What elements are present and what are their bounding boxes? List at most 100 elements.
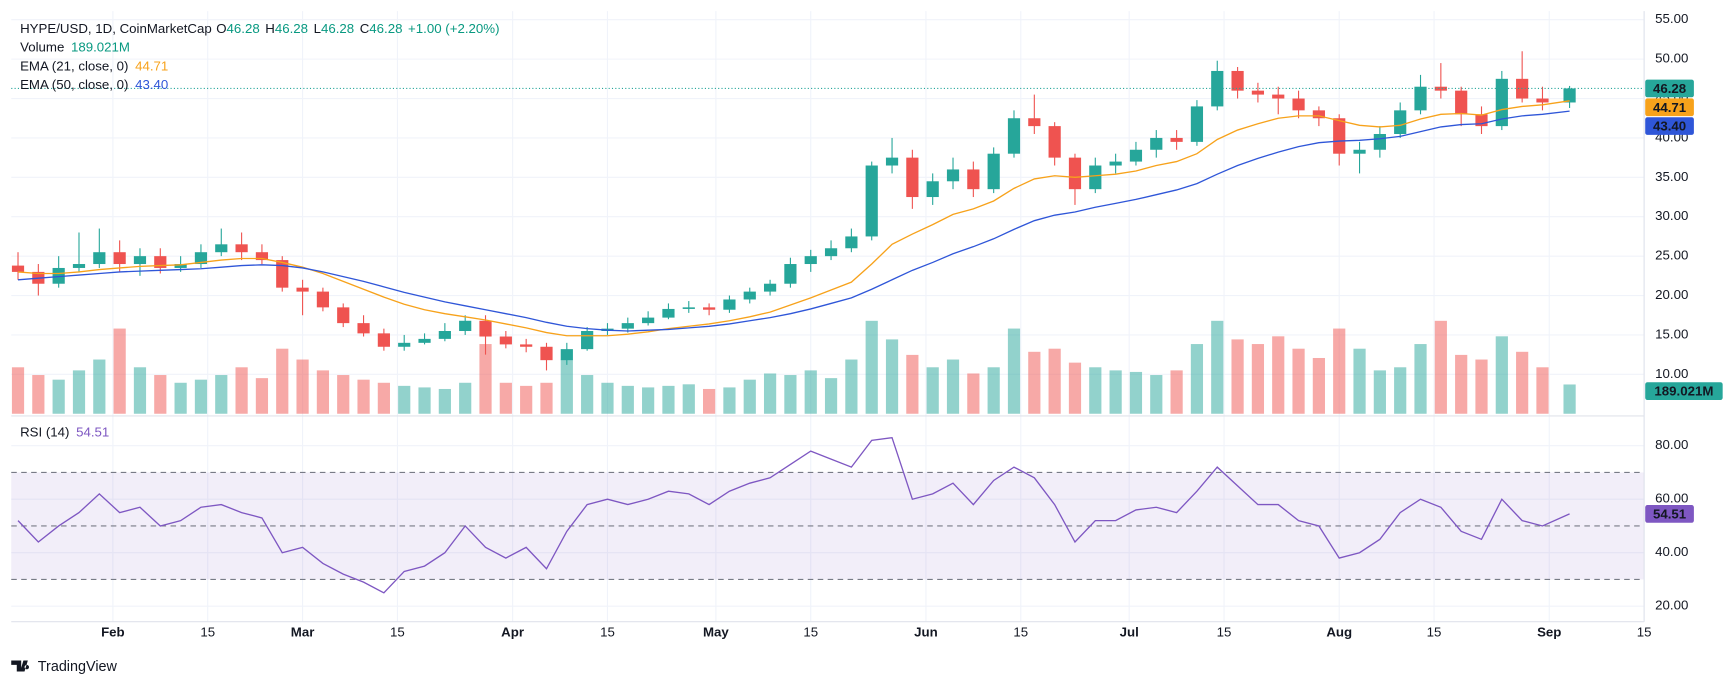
- x-tick-label: Jun: [914, 624, 938, 639]
- volume-bar: [133, 367, 147, 414]
- volume-bar: [1455, 354, 1468, 414]
- volume-bar: [1007, 328, 1021, 414]
- price-badge-label: 43.40: [1653, 119, 1686, 134]
- y-tick-label: 30.00: [1655, 208, 1688, 223]
- x-tick-label: Apr: [501, 624, 524, 639]
- candle-body: [967, 169, 980, 190]
- candle-body: [398, 342, 411, 347]
- volume-bar: [987, 367, 1000, 414]
- volume-bar: [1373, 370, 1386, 414]
- volume-badge-label: 189.021M: [1654, 384, 1713, 399]
- change: +1.00 (+2.20%): [408, 20, 499, 35]
- volume-bar: [1272, 336, 1285, 414]
- rsi-badge-label: 54.51: [1653, 507, 1687, 522]
- quote-key: L: [314, 20, 321, 35]
- candle-body: [642, 317, 655, 324]
- volume-bar: [560, 359, 573, 414]
- brand: TradingView: [38, 659, 118, 675]
- volume-bar: [11, 367, 25, 414]
- volume-bar: [337, 375, 350, 414]
- y-tick-label: 55.00: [1655, 11, 1688, 26]
- volume-bar: [479, 344, 492, 414]
- candle-body: [1495, 78, 1508, 127]
- candle-body: [906, 157, 919, 198]
- x-tick-label: 15: [1217, 624, 1232, 639]
- volume-bar: [723, 387, 736, 414]
- volume-bar: [1048, 348, 1061, 414]
- volume-bar: [1563, 384, 1576, 414]
- candle-body: [1211, 70, 1224, 107]
- y-tick-label: 40.00: [1655, 544, 1688, 559]
- volume-bar: [601, 382, 614, 414]
- candle-body: [235, 244, 248, 253]
- y-tick-label: 35.00: [1655, 169, 1688, 184]
- candle-body: [194, 252, 208, 265]
- candle-body: [255, 252, 269, 261]
- candle-body: [1109, 161, 1122, 166]
- candle-body: [459, 320, 472, 332]
- candle-body: [1129, 149, 1143, 162]
- candle-body: [11, 265, 25, 272]
- candle-body: [296, 287, 309, 292]
- volume-bar: [398, 385, 411, 414]
- rsi-name: RSI (14): [20, 424, 69, 439]
- axes: Feb 15 Mar 15 Apr 15 May 15 Jun 15 Jul 15 Aug 15 Sep 15…: [101, 11, 1723, 639]
- candle-body: [1353, 149, 1366, 154]
- candle-body: [1048, 126, 1061, 158]
- candle-body: [1272, 94, 1285, 99]
- candle-body: [1028, 118, 1041, 127]
- volume-bar: [1150, 375, 1163, 414]
- volume-bar: [1170, 370, 1183, 414]
- candle-body: [1007, 118, 1021, 154]
- price-badge: [1645, 98, 1694, 117]
- volume-bar: [1353, 348, 1366, 414]
- volume-bar: [377, 382, 390, 414]
- volume-bar: [1251, 344, 1265, 414]
- volume-bar: [540, 382, 553, 414]
- volume-bar: [1495, 336, 1508, 414]
- volume-bar: [1190, 344, 1204, 414]
- candle-body: [824, 248, 838, 257]
- candle-body: [1068, 157, 1082, 190]
- candle-body: [946, 169, 960, 182]
- x-tick-label: 15: [390, 624, 405, 639]
- x-tick-label: 15: [200, 624, 215, 639]
- x-tick-label: Jul: [1120, 624, 1139, 639]
- volume-bar: [824, 378, 838, 414]
- candle-body: [520, 344, 533, 347]
- candle-body: [1333, 118, 1346, 154]
- candle-body: [316, 291, 330, 308]
- candle-body: [174, 264, 187, 268]
- candle-body: [885, 157, 899, 166]
- volume-bar: [784, 375, 797, 414]
- candle-body: [1251, 90, 1265, 95]
- candle-body: [581, 331, 594, 350]
- candle-body: [1475, 114, 1488, 127]
- volume-bar: [499, 382, 512, 414]
- volume-bar: [72, 370, 86, 414]
- legend-line: Volume 189.021M: [20, 39, 130, 54]
- price-badge: [1645, 79, 1694, 98]
- quote-key: H: [265, 20, 275, 35]
- volume-bar: [804, 370, 817, 414]
- quote-key: O: [216, 20, 226, 35]
- candle-body: [357, 323, 370, 334]
- candle-body: [560, 349, 573, 361]
- candle-body: [1563, 88, 1576, 103]
- candle-body: [1414, 86, 1427, 111]
- candle-body: [540, 346, 553, 361]
- x-tick-label: Mar: [291, 624, 315, 639]
- y-tick-label: 25.00: [1655, 248, 1688, 263]
- volume-bar: [763, 373, 777, 414]
- candle-body: [72, 264, 86, 268]
- candle-body: [1394, 110, 1407, 134]
- candle-body: [1089, 165, 1102, 190]
- volume-bar: [621, 385, 634, 414]
- candle-body: [662, 308, 675, 318]
- candle-body: [113, 252, 126, 265]
- volume-layer: [11, 320, 1576, 414]
- x-tick-label: May: [703, 624, 729, 639]
- volume-bar: [154, 375, 167, 414]
- price-layer: [11, 51, 1645, 371]
